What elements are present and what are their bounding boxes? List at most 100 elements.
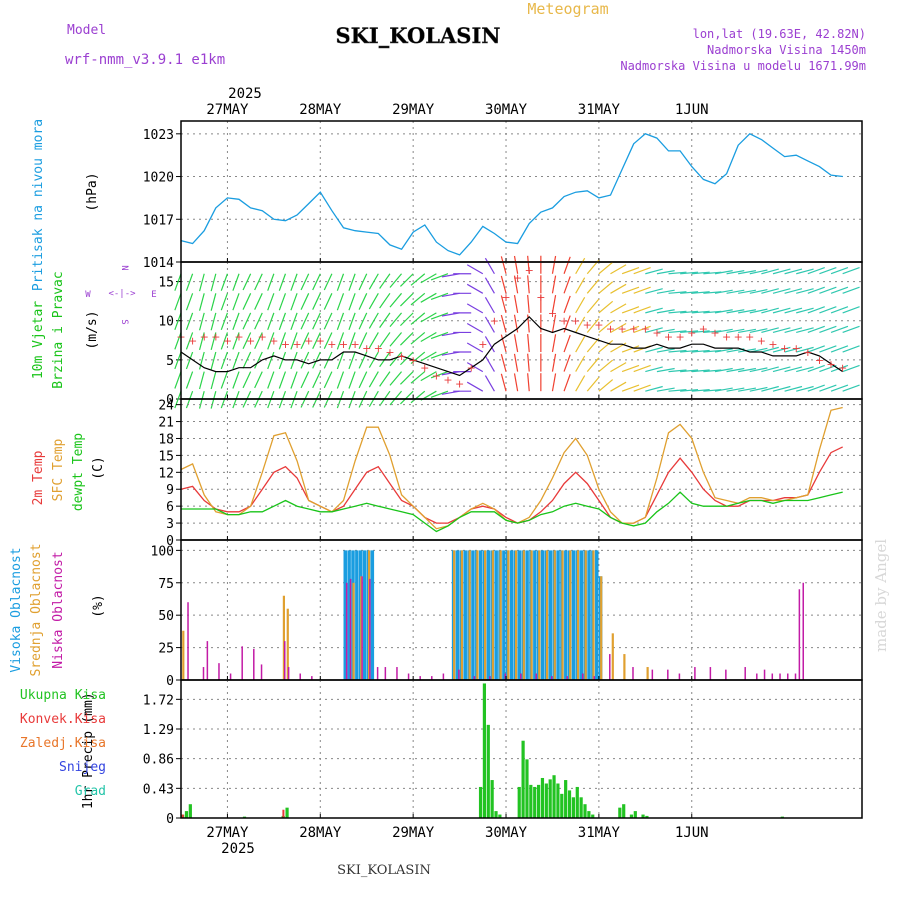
wind-arrow: [691, 389, 710, 392]
cloud-bar-1: [538, 550, 541, 680]
wind-arrow: [312, 293, 321, 310]
wind-arrow: [500, 314, 507, 333]
wind-arrow: [466, 362, 484, 373]
wind-arrow: [738, 387, 757, 392]
wind-arrow: [290, 293, 298, 311]
wind-arrow: [738, 328, 757, 334]
wind-arrow: [300, 312, 310, 330]
cloud-bar-2: [187, 602, 189, 680]
cloud-bar-2: [798, 589, 801, 680]
cloud-bar-2: [566, 676, 568, 680]
wind-arrow: [500, 373, 507, 392]
precip-bar-0: [556, 783, 560, 818]
wind-arrow: [726, 289, 745, 294]
cloud-bar-2: [253, 648, 255, 680]
wind-arrow: [430, 371, 449, 379]
wind-arrow: [527, 294, 530, 313]
precip-bar-0: [521, 740, 525, 818]
precip-bar-0: [560, 793, 564, 818]
wind-arrow: [323, 371, 333, 389]
wind-arrow: [668, 330, 687, 334]
cloud-bar-0: [579, 550, 584, 680]
wind-arrow: [267, 312, 275, 331]
temp2m-ylabel: 2m Temp: [31, 450, 46, 505]
cloud-bar-1: [623, 654, 626, 680]
wind-arrow: [290, 332, 298, 350]
cloud-ytick-label: 50: [158, 609, 174, 624]
wind-arrow: [484, 257, 495, 275]
compass-north: N: [119, 265, 129, 270]
wind-ylabel-1: 10m Vjetar: [31, 301, 46, 379]
wind-arrow: [575, 316, 586, 333]
cloud-ytick-label: 75: [158, 577, 174, 592]
wind-arrow: [621, 345, 640, 353]
wind-arrow: [842, 384, 860, 392]
wind-arrow: [633, 384, 651, 392]
cloud-ytick-label: 0: [166, 674, 174, 689]
cloud-bar-0: [533, 550, 537, 680]
precip-bar-0: [567, 790, 572, 818]
wind-arrow: [232, 351, 240, 370]
cloud-bar-1: [453, 550, 456, 680]
wind-arrow: [598, 320, 614, 333]
wind-arrow: [400, 292, 414, 307]
wind-arrow: [198, 351, 205, 370]
wind-arrow: [312, 273, 321, 291]
wind-arrow: [513, 334, 519, 353]
wind-gust-marker: +: [687, 326, 696, 339]
wind-arrow: [232, 273, 240, 291]
top-day-label: 1JUN: [675, 102, 709, 118]
wind-ytick-label: 5: [166, 354, 174, 369]
wind-arrow: [368, 312, 379, 329]
wind-arrow: [220, 332, 228, 350]
cloud-bar-0: [587, 550, 591, 680]
wind-gust-marker: +: [467, 362, 476, 375]
bottom-day-label: 28MAY: [299, 825, 342, 841]
cloud-bar-2: [299, 673, 301, 680]
wind-arrow: [703, 310, 722, 314]
wind-arrow: [610, 264, 627, 275]
wind-arrow: [680, 291, 699, 294]
wind-arrow: [668, 271, 687, 275]
wind-arrow: [586, 318, 600, 333]
wind-arrow: [389, 312, 403, 328]
wind-arrow: [348, 371, 356, 389]
wind-arrow: [575, 257, 586, 275]
wind-arrow: [379, 292, 391, 309]
wind-arrow: [513, 295, 519, 313]
precip-bar-0: [498, 814, 502, 818]
precip-bar-0: [525, 759, 529, 818]
wind-arrow: [254, 371, 263, 389]
wind-arrow: [174, 273, 182, 291]
wind-arrow: [389, 390, 403, 406]
wind-arrow: [749, 328, 768, 334]
temperature-ytick-label: 6: [166, 500, 174, 515]
wind-arrow: [484, 296, 495, 314]
wind-arrow: [726, 328, 745, 334]
precip-legend-item: Snijeg: [59, 760, 106, 775]
precip-bar-0: [490, 780, 494, 818]
cloud-bar-2: [535, 673, 538, 680]
wind-arrow: [300, 293, 310, 310]
cloud-bar-2: [241, 646, 243, 680]
wind-gust-marker: +: [699, 323, 708, 336]
cloud-bar-0: [525, 550, 529, 680]
wind-compass-legend: N W E S <-|->: [85, 265, 156, 324]
wind-arrow: [749, 288, 768, 294]
wind-arrow: [761, 327, 779, 334]
wind-gust-marker: +: [722, 330, 731, 343]
cloud-bar-2: [260, 664, 263, 680]
cloud-bar-1: [499, 550, 502, 680]
wind-gust-marker: +: [246, 334, 255, 347]
wind-arrow: [300, 332, 310, 350]
wind-gust-marker: +: [745, 330, 754, 343]
wind-arrow: [379, 332, 391, 348]
wind-gust-marker: +: [339, 338, 348, 351]
wind-arrow: [232, 293, 240, 311]
precip-legend-item: Grad: [75, 784, 106, 799]
cloud-bar-1: [522, 550, 525, 680]
wind-arrow: [220, 351, 228, 370]
wind-arrow: [784, 385, 803, 392]
wind-gust-marker: +: [501, 291, 510, 304]
